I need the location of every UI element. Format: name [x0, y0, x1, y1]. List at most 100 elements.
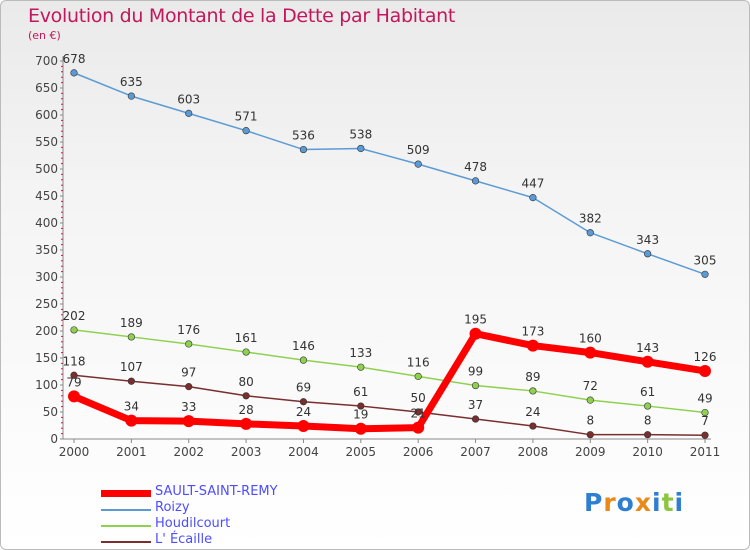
data-point: [529, 387, 537, 395]
data-label: 33: [181, 400, 196, 414]
logo-letter: i: [652, 488, 662, 517]
legend-item: Roizy: [101, 500, 321, 517]
data-point: [185, 109, 193, 117]
series-line-2: [73, 329, 706, 414]
data-label: 107: [120, 360, 143, 374]
data-label: 8: [644, 414, 652, 428]
y-tick-label: 500: [35, 162, 58, 176]
data-point: [127, 92, 135, 100]
data-point: [127, 333, 135, 341]
data-point: [412, 421, 425, 434]
x-tick-label: 2002: [173, 445, 204, 459]
y-tick-label: 50: [43, 405, 58, 419]
data-label: 146: [292, 339, 315, 353]
x-tick-label: 2008: [518, 445, 549, 459]
data-label: 21: [411, 407, 426, 421]
data-label: 538: [349, 127, 372, 141]
legend-item: L' Écaille: [101, 532, 321, 549]
data-point: [357, 144, 365, 153]
data-label: 173: [521, 325, 544, 339]
data-point: [699, 364, 711, 377]
data-label: 7: [701, 414, 709, 428]
data-label: 69: [296, 381, 311, 395]
data-point: [242, 127, 250, 135]
data-label: 382: [579, 212, 602, 226]
data-label: 118: [63, 354, 86, 368]
data-point: [240, 417, 253, 430]
data-label: 343: [636, 233, 659, 247]
data-point: [357, 363, 365, 371]
y-tick-label: 450: [35, 189, 58, 203]
x-tick-label: 2004: [288, 445, 319, 459]
y-tick-label: 300: [35, 270, 58, 284]
x-tick-label: 2010: [632, 445, 663, 459]
logo-letter: t: [661, 488, 675, 517]
data-point: [586, 431, 594, 439]
logo-letter: o: [616, 488, 635, 517]
data-label: 8: [586, 414, 594, 428]
data-point: [299, 356, 308, 364]
data-point: [644, 250, 652, 258]
data-label: 478: [464, 160, 487, 174]
legend-item: Houdilcourt: [101, 516, 321, 533]
data-label: 509: [407, 143, 430, 157]
data-point: [641, 355, 654, 368]
data-point: [182, 415, 195, 428]
y-tick-label: 650: [35, 81, 58, 95]
data-label: 635: [120, 75, 143, 89]
legend-label: L' Écaille: [155, 532, 213, 547]
data-point: [70, 371, 78, 379]
data-label: 61: [353, 385, 368, 399]
data-point: [414, 372, 422, 380]
data-label: 143: [636, 341, 659, 355]
data-label: 79: [66, 375, 81, 389]
data-label: 72: [583, 379, 598, 393]
data-label: 89: [525, 370, 540, 384]
data-point: [471, 415, 480, 423]
y-tick-label: 0: [50, 432, 58, 446]
data-point: [299, 398, 308, 406]
y-tick-label: 550: [35, 135, 58, 149]
y-tick-label: 150: [35, 351, 58, 365]
legend-swatch: [101, 490, 151, 497]
data-label: 202: [63, 309, 86, 323]
data-point: [185, 383, 193, 391]
y-tick-label: 250: [35, 297, 58, 311]
data-label: 24: [525, 405, 540, 419]
y-tick-label: 600: [35, 108, 58, 122]
data-point: [471, 177, 480, 185]
data-point: [70, 69, 78, 77]
data-point: [471, 381, 480, 390]
y-tick-label: 350: [35, 243, 58, 257]
data-label: 50: [411, 391, 426, 405]
series-line-1: [73, 72, 706, 276]
data-point: [526, 339, 539, 352]
data-point: [701, 408, 709, 417]
data-label: 37: [468, 398, 483, 412]
logo-letter: i: [674, 488, 685, 517]
data-label: 536: [292, 129, 315, 143]
data-point: [185, 340, 193, 348]
x-tick-label: 2009: [575, 445, 606, 459]
data-point: [584, 346, 597, 359]
data-label: 126: [694, 350, 717, 364]
data-point: [68, 390, 80, 403]
data-point: [529, 194, 537, 202]
data-point: [297, 420, 310, 433]
data-point: [644, 402, 652, 410]
y-tick-label: 200: [35, 324, 58, 338]
legend-item: SAULT-SAINT-REMY: [101, 484, 321, 501]
data-label: 678: [63, 52, 86, 66]
proxiti-logo: Proxiti: [584, 488, 684, 517]
x-tick-label: 2007: [460, 445, 491, 459]
legend-label: SAULT-SAINT-REMY: [155, 484, 278, 499]
x-tick-label: 2003: [231, 445, 262, 459]
logo-letter: x: [634, 488, 652, 517]
data-label: 80: [238, 375, 253, 389]
legend-swatch: [101, 525, 151, 527]
y-tick-label: 400: [35, 216, 58, 230]
data-point: [529, 422, 537, 430]
data-label: 19: [353, 408, 368, 422]
data-point: [644, 431, 652, 439]
